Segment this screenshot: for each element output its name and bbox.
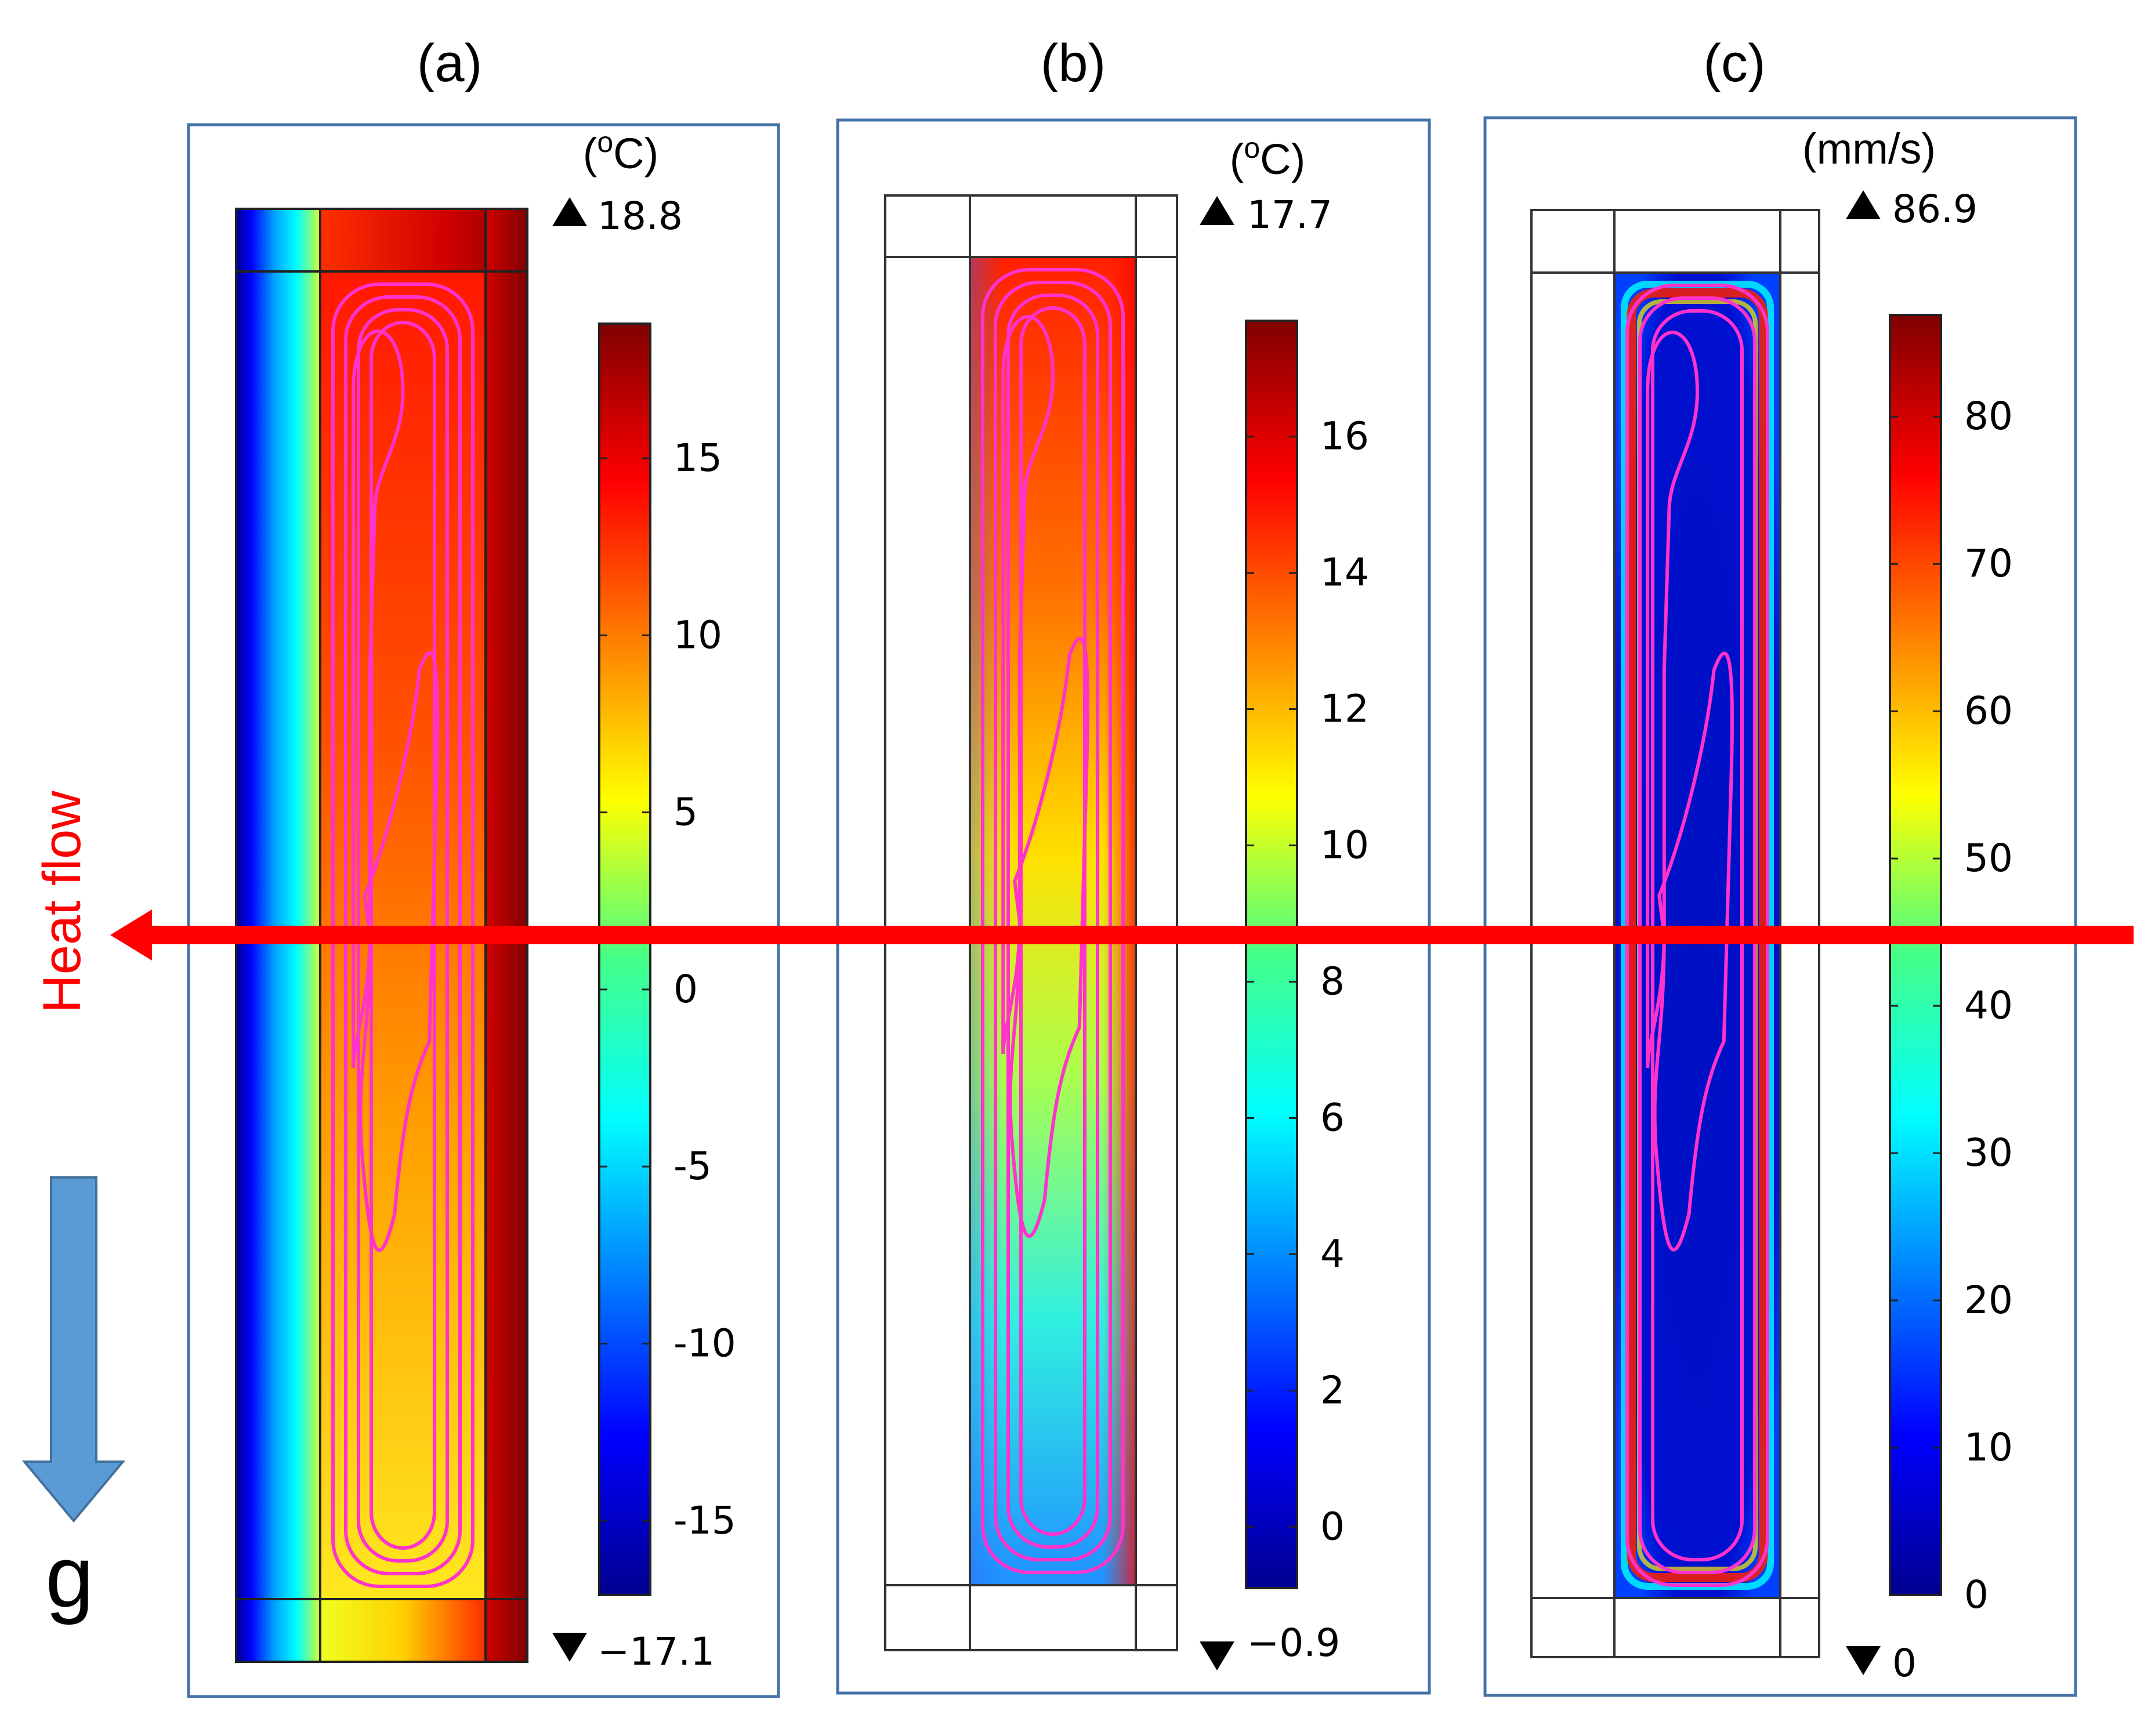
heat-flow-label: Heat flow <box>32 791 92 1013</box>
panel-c-tick-label: 50 <box>1964 836 2013 880</box>
panel-b-tick-label: 14 <box>1320 550 1369 595</box>
panel-a-tick-label: -10 <box>673 1321 736 1365</box>
heat-flow-arrow <box>110 909 2134 961</box>
panel-c-title: (c) <box>1703 34 1765 93</box>
panel-c-max-label: 86.9 <box>1892 187 1978 231</box>
panel-b-tick-label: 8 <box>1320 959 1345 1003</box>
panel-a-max-label: 18.8 <box>597 194 683 238</box>
panel-a-tick-label: 5 <box>673 790 698 835</box>
panel-c-tick-label: 0 <box>1964 1572 1989 1617</box>
panel-c-min-label: 0 <box>1892 1641 1917 1686</box>
panel-b-colorbar <box>1245 320 1298 1589</box>
panel-b-min-label: −0.9 <box>1247 1621 1340 1665</box>
panel-a-min: −17.1 <box>552 1629 715 1674</box>
panel-a-title: (a) <box>417 34 482 93</box>
panel-c-tick-label: 10 <box>1964 1425 2013 1470</box>
panel-b-streamline <box>1008 637 1090 1238</box>
panel-a-frame <box>187 123 780 1698</box>
gravity-arrow <box>21 1176 126 1523</box>
panel-c-tick-label: 60 <box>1964 688 2013 733</box>
colorbars: 151050-5-10-1516141210864208070605040302… <box>598 314 2013 1617</box>
panel-b-streamline <box>1006 293 1099 1549</box>
panel-b-tick-label: 4 <box>1320 1231 1345 1276</box>
panel-c-tick-label: 20 <box>1964 1278 2013 1322</box>
gravity-label: g <box>45 1528 93 1625</box>
panel-a-tick-label: -15 <box>673 1498 736 1543</box>
panel-b-frame <box>836 118 1431 1695</box>
panel-a-tick-label: 15 <box>673 436 722 480</box>
panel-b-max: 17.7 <box>1200 193 1332 237</box>
panel-a-min-label: −17.1 <box>597 1629 715 1674</box>
panel-c-streamline <box>1646 331 1700 1068</box>
panel-b-tick-label: 16 <box>1320 414 1369 459</box>
panel-frames <box>187 116 2077 1698</box>
panel-c-colorbar <box>1889 314 1942 1596</box>
panel-b-title: (b) <box>1041 34 1106 93</box>
panel-b-unit: (oC) <box>1230 132 1306 183</box>
panel-c-frame <box>1483 116 2077 1697</box>
panel-b-min: −0.9 <box>1200 1621 1340 1670</box>
panel-b-tick-label: 0 <box>1320 1504 1345 1549</box>
panel-c-max: 86.9 <box>1846 187 1978 231</box>
panel-a-max: 18.8 <box>552 194 683 238</box>
panel-b-field <box>884 194 1178 1651</box>
panel-c-streamline <box>1653 651 1734 1252</box>
panel-c-min: 0 <box>1846 1641 1917 1686</box>
panel-a-streamline <box>352 329 405 1068</box>
panel-b-streamline <box>981 268 1125 1574</box>
panel-a-tick-label: 0 <box>673 967 698 1012</box>
panel-b-tick-label: 10 <box>1320 823 1369 868</box>
panel-c-unit: (mm/s) <box>1802 125 1936 173</box>
panel-c-tick-label: 30 <box>1964 1130 2013 1175</box>
panel-a-streamline <box>358 651 440 1252</box>
panel-c-tick-label: 70 <box>1964 541 2013 586</box>
panel-a-tick-label: 10 <box>673 613 722 657</box>
panel-b-streamline <box>1001 315 1055 1054</box>
panel-b-streamline <box>994 281 1112 1561</box>
panel-c-tick-label: 40 <box>1964 983 2013 1028</box>
panel-c-tick-label: 80 <box>1964 394 2013 438</box>
panel-a-colorbar <box>598 322 651 1596</box>
panel-a-unit: (oC) <box>583 126 659 177</box>
panel-a-tick-label: -5 <box>673 1144 712 1188</box>
panel-b-tick-label: 12 <box>1320 687 1369 731</box>
panel-b-tick-label: 6 <box>1320 1095 1345 1140</box>
panel-b-tick-label: 2 <box>1320 1368 1345 1412</box>
streamlines <box>331 268 1769 1588</box>
panel-b-max-label: 17.7 <box>1247 193 1332 237</box>
